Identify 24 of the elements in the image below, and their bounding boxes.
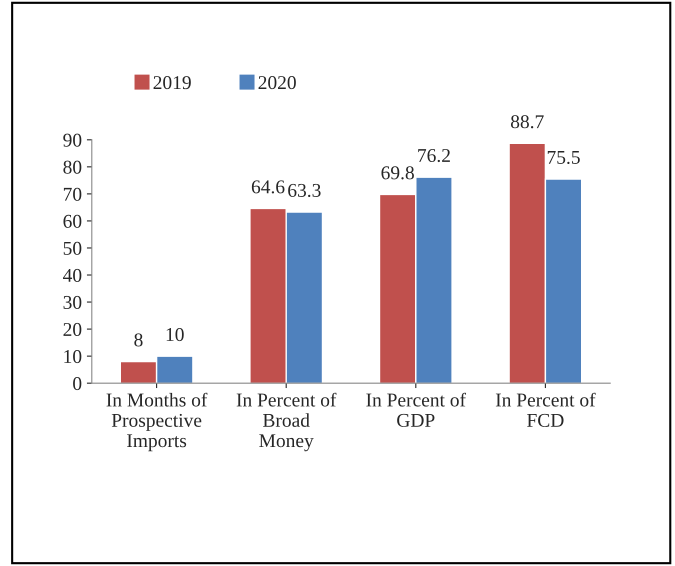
y-tick-label: 40	[63, 268, 82, 282]
y-tick-label: 70	[64, 188, 82, 201]
data-label: 64.6	[252, 180, 284, 194]
legend-label: 2019	[154, 76, 191, 90]
data-label: 10	[166, 328, 184, 342]
data-label: 69.8	[381, 166, 414, 180]
data-label: 75.5	[548, 151, 580, 164]
x-tick-label: In Percent of Broad Money	[236, 392, 336, 452]
x-tick-label: In Percent of FCD	[496, 392, 596, 427]
data-label: 63.3	[288, 184, 321, 198]
x-tick-label: In Percent of GDP	[366, 392, 466, 427]
y-tick-label: 90	[63, 134, 82, 147]
y-tick-label: 50	[64, 242, 82, 255]
legend-label: 2020	[258, 76, 296, 90]
data-label: 8	[134, 333, 143, 346]
y-tick-label: 80	[63, 160, 82, 174]
y-tick-label: 0	[73, 377, 82, 390]
y-tick-label: 10	[64, 350, 82, 364]
y-tick-label: 60	[63, 214, 82, 228]
data-label: 76.2	[418, 148, 450, 162]
y-tick-label: 20	[63, 322, 82, 336]
y-tick-label: 30	[64, 296, 82, 309]
data-label: 88.7	[510, 115, 544, 128]
x-tick-label: In Months of Prospective Imports	[106, 392, 208, 452]
